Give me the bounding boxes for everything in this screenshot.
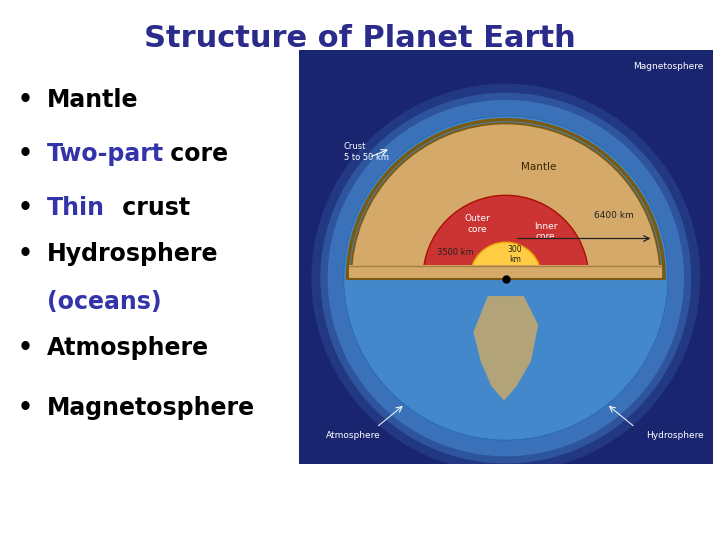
Text: Hydrosphere: Hydrosphere [47,242,218,266]
Text: Structure of Planet Earth: Structure of Planet Earth [144,24,576,53]
Circle shape [344,116,668,440]
Text: Mantle: Mantle [47,88,138,112]
Bar [349,265,662,279]
Text: Magnetosphere: Magnetosphere [634,62,703,71]
Text: •: • [18,242,33,266]
Text: •: • [18,336,33,360]
Wedge shape [351,123,660,278]
Text: Inner
core: Inner core [534,221,557,241]
Text: Crust
5 to 50 km: Crust 5 to 50 km [344,143,389,162]
Text: Outer
core: Outer core [464,214,490,234]
Text: Hydrosphere: Hydrosphere [646,431,703,440]
Text: 3500 km: 3500 km [437,248,474,258]
Text: 300
km: 300 km [508,245,522,265]
Wedge shape [423,195,588,278]
Text: •: • [18,196,33,220]
Text: crust: crust [114,196,190,220]
Text: Two-part: Two-part [47,142,164,166]
Circle shape [328,100,684,456]
Text: 6400 km: 6400 km [594,212,634,220]
Circle shape [311,84,700,472]
Text: (oceans): (oceans) [47,291,161,314]
Text: •: • [18,396,33,420]
Wedge shape [469,242,541,278]
Text: Atmosphere: Atmosphere [325,431,381,440]
Text: •: • [18,88,33,112]
Text: Magnetosphere: Magnetosphere [47,396,255,420]
Text: Mantle: Mantle [521,161,556,172]
Text: •: • [18,142,33,166]
Text: Thin: Thin [47,196,105,220]
Text: Atmosphere: Atmosphere [47,336,209,360]
Circle shape [320,93,691,463]
Text: core: core [162,142,228,166]
Polygon shape [474,296,538,401]
